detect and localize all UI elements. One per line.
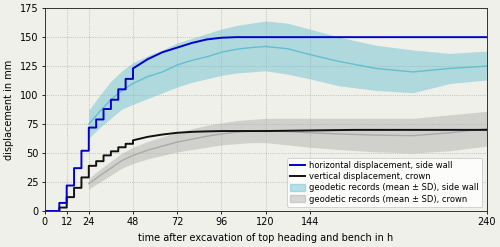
- Y-axis label: displacement in mm: displacement in mm: [4, 60, 14, 160]
- Legend: horizontal displacement, side wall, vertical displacement, crown, geodetic recor: horizontal displacement, side wall, vert…: [287, 158, 482, 207]
- X-axis label: time after excavation of top heading and bench in h: time after excavation of top heading and…: [138, 233, 393, 243]
